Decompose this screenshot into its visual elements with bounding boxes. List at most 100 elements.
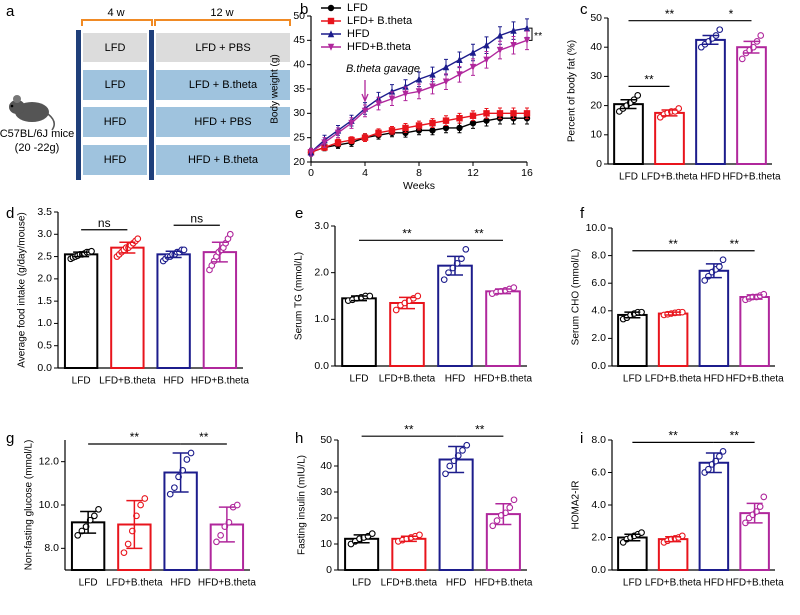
panel-letter: a [6, 3, 15, 20]
y-tick-label: 0.0 [314, 360, 329, 372]
data-point [760, 493, 768, 501]
x-tick-label: HFD [704, 578, 725, 589]
panel-letter: b [300, 1, 308, 18]
x-tick-label: HFD+B.theta [722, 172, 781, 183]
y-tick-label: 1.5 [37, 295, 52, 307]
y-tick-label: 50 [590, 12, 602, 24]
point-marker [348, 119, 355, 127]
error-bar [620, 99, 637, 110]
x-tick-label: HFD [704, 374, 725, 385]
data-point [183, 456, 191, 463]
point-marker [388, 87, 396, 95]
panel-letter: c [580, 1, 588, 18]
x-tick-label: 4 [362, 167, 368, 179]
point-marker [361, 107, 369, 115]
data-point [141, 495, 149, 502]
point-marker [321, 139, 328, 147]
x-tick-label: LFD [623, 374, 642, 385]
data-point [489, 522, 497, 530]
error-bar [447, 255, 463, 276]
data-point [171, 484, 178, 492]
panel-letter: g [6, 430, 14, 447]
mouse-weight: (20 -22g) [15, 142, 60, 154]
y-axis-label: Percent of body fat (%) [567, 40, 578, 142]
significance-label: ** [668, 429, 678, 443]
point-marker [375, 100, 382, 108]
phase-label: 4 w [107, 7, 124, 19]
panel-letter: f [580, 205, 585, 222]
x-axis-label: Weeks [403, 180, 435, 192]
y-tick-label: 10.0 [39, 499, 60, 511]
point-marker [496, 46, 504, 54]
x-tick-label: 16 [521, 167, 533, 179]
point-marker [469, 112, 477, 119]
mouse-strain: C57BL/6J mice [0, 128, 74, 140]
y-tick-label: 0.5 [37, 339, 52, 351]
bar [163, 471, 198, 571]
legend-label: HFD [347, 28, 370, 40]
x-tick-label: LFD [79, 578, 98, 589]
y-tick-label: 0.0 [591, 360, 606, 372]
significance-label: ** [199, 430, 209, 444]
panel-letter: d [6, 205, 14, 222]
data-point [738, 55, 746, 63]
bar [657, 312, 689, 367]
data-point [74, 531, 82, 539]
significance-label: * [729, 7, 734, 21]
point-marker [429, 83, 436, 91]
point-marker [523, 37, 531, 45]
point-marker [483, 41, 490, 49]
y-tick-label: 50 [293, 10, 305, 22]
y-tick-label: 0.0 [37, 362, 52, 374]
data-point [634, 92, 642, 99]
y-tick-label: 3.0 [37, 228, 52, 240]
y-tick-label: 1.0 [37, 317, 52, 329]
bar [739, 296, 770, 367]
y-tick-label: 10.0 [586, 222, 607, 234]
phase-brackets [81, 19, 291, 26]
error-bar [702, 34, 719, 46]
bar [485, 290, 521, 368]
y-tick-label: 40 [293, 58, 305, 70]
data-point [719, 256, 727, 264]
data-point [459, 447, 466, 454]
error-bar [119, 241, 136, 254]
data-point [716, 263, 723, 270]
point-marker [415, 75, 423, 83]
error-bar [665, 311, 682, 316]
y-axis-label: Fasting insulin (mIU/L) [297, 455, 308, 555]
treatment: LFD + B.theta [189, 79, 258, 91]
phase-label: 12 w [210, 7, 233, 19]
treatment: HFD + B.theta [188, 154, 259, 166]
data-point [134, 235, 142, 243]
panel-letter: i [580, 430, 583, 447]
x-tick-label: LFD+B.theta [641, 172, 698, 183]
significance-label: ns [190, 211, 203, 225]
point-marker [456, 124, 463, 132]
data-point [91, 512, 98, 520]
y-tick-label: 45 [293, 34, 305, 46]
y-tick-label: 3.0 [314, 220, 329, 232]
data-point [187, 449, 195, 457]
x-tick-label: HFD [446, 578, 467, 589]
error-bar [705, 452, 722, 474]
error-bar [661, 109, 678, 117]
point-marker [402, 82, 409, 90]
point-marker [442, 117, 450, 124]
diet: HFD [104, 154, 127, 166]
x-tick-label: LFD+B.theta [645, 578, 702, 589]
point-marker [402, 90, 409, 98]
point-marker [429, 119, 436, 127]
point-marker [510, 42, 517, 49]
error-bar [448, 445, 465, 474]
y-tick-label: 3.5 [37, 206, 52, 218]
timeline-bar [76, 30, 81, 180]
y-tick-label: 0 [326, 564, 332, 576]
error-bar [351, 295, 367, 302]
data-point [510, 284, 518, 291]
x-tick-label: HFD+B.theta [474, 374, 533, 385]
significance-label: ** [730, 429, 740, 443]
x-tick-label: HFD+B.theta [474, 578, 533, 589]
y-axis-label: Serum CHO (mmol/L) [571, 249, 582, 346]
